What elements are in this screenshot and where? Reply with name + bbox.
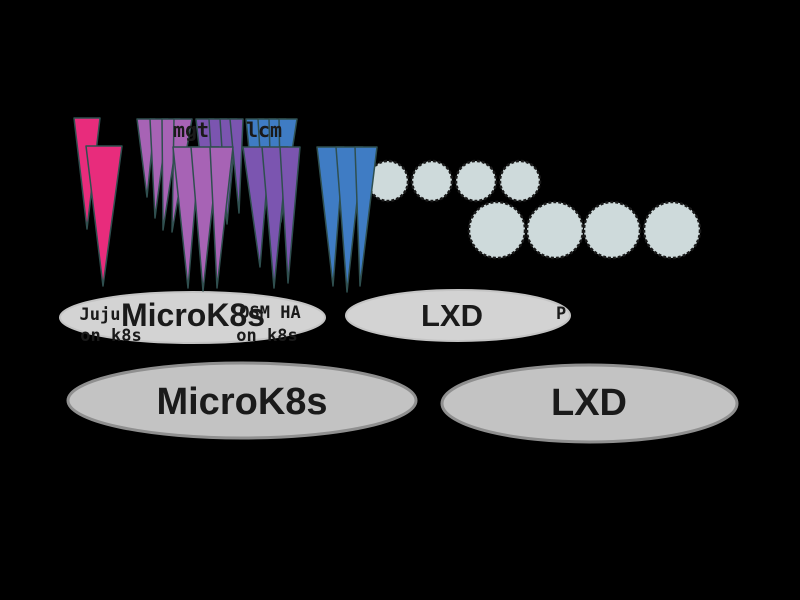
unit-circles-row-small bbox=[366, 159, 542, 203]
microk8s-top-ellipse bbox=[59, 291, 326, 344]
triangle bbox=[229, 118, 244, 214]
pink-triangle-large bbox=[85, 145, 123, 287]
unit-circle bbox=[525, 200, 585, 260]
lcm-label: lcm bbox=[246, 118, 282, 142]
microk8s-bottom-label: MicroK8s bbox=[156, 381, 327, 423]
lxd-bottom-ellipse bbox=[440, 363, 739, 444]
triangle bbox=[209, 146, 234, 289]
unit-circle bbox=[454, 159, 498, 203]
purple-dark-cluster-big bbox=[242, 146, 301, 289]
p-text-fragment: P bbox=[556, 304, 566, 324]
unit-circles-row-large bbox=[467, 200, 702, 260]
juju-label-line2: on k8s bbox=[80, 326, 141, 346]
triangle bbox=[316, 146, 345, 287]
triangle bbox=[242, 146, 271, 268]
mgt-label: mgt bbox=[173, 118, 209, 142]
microk8s-top-label: MicroK8s bbox=[121, 297, 265, 333]
lxd-top-label: LXD bbox=[421, 298, 483, 333]
unit-circle bbox=[410, 159, 454, 203]
triangle bbox=[85, 145, 123, 287]
lxd-top-ellipse bbox=[345, 289, 571, 342]
blue-cluster-big bbox=[316, 146, 378, 293]
unit-circle bbox=[582, 200, 642, 260]
purple-light-cluster-big bbox=[172, 146, 234, 292]
unit-circle bbox=[642, 200, 702, 260]
juju-label-line1: Juju bbox=[80, 305, 121, 325]
microk8s-bottom-ellipse bbox=[66, 361, 418, 440]
osm-ha-label-line1: OSM HA bbox=[239, 303, 300, 323]
osm-ha-label-line2: on k8s bbox=[236, 326, 297, 346]
unit-circle bbox=[467, 200, 527, 260]
triangle bbox=[354, 146, 378, 287]
unit-circle bbox=[498, 159, 542, 203]
lxd-bottom-label: LXD bbox=[551, 382, 627, 424]
triangle bbox=[279, 146, 301, 284]
